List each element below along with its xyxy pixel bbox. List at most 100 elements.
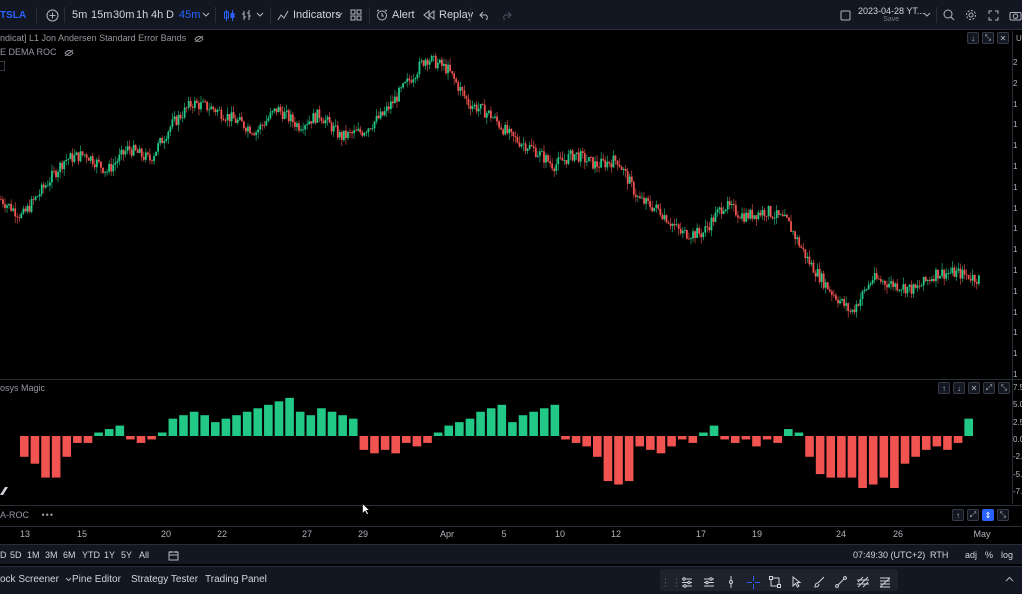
layout-square-icon[interactable] bbox=[838, 0, 852, 30]
chevron-down-icon[interactable] bbox=[334, 0, 344, 30]
candle bbox=[592, 156, 594, 170]
pane-down-button[interactable]: ↓ bbox=[953, 382, 965, 394]
candle bbox=[242, 120, 245, 131]
pitchfork-icon[interactable] bbox=[854, 573, 872, 591]
pane-collapse-button[interactable]: ⤡ bbox=[998, 382, 1010, 394]
interval-4h[interactable]: 4h bbox=[151, 0, 163, 30]
fullscreen-icon[interactable] bbox=[986, 0, 1000, 30]
symbol-search[interactable]: TSLA bbox=[0, 0, 26, 30]
drag-handle-icon[interactable]: ⋮⋮ bbox=[660, 576, 682, 589]
tab-pine-editor[interactable]: Pine Editor bbox=[72, 567, 121, 591]
candle bbox=[314, 111, 317, 125]
chevron-down-icon[interactable] bbox=[922, 0, 932, 30]
goto-date-icon[interactable] bbox=[166, 545, 180, 565]
camera-icon[interactable] bbox=[1008, 0, 1022, 30]
pane-down-button[interactable]: ↓ bbox=[967, 32, 979, 44]
pane-maximize-button[interactable]: ⤢ bbox=[967, 509, 979, 521]
bars-chart-type-icon[interactable] bbox=[238, 0, 254, 30]
layout-name-button[interactable]: 2023-04-28 YT... Save bbox=[858, 0, 924, 30]
tab-trading-panel[interactable]: Trading Panel bbox=[205, 567, 267, 591]
brush-icon[interactable] bbox=[810, 573, 828, 591]
candle bbox=[792, 230, 794, 236]
range-button-6m[interactable]: 6M bbox=[63, 550, 76, 560]
range-button-d[interactable]: D bbox=[0, 550, 7, 560]
percent-toggle[interactable]: % bbox=[985, 545, 993, 565]
session-button[interactable]: RTH bbox=[930, 545, 948, 565]
eye-hidden-icon[interactable] bbox=[194, 35, 204, 43]
fib-retracement-icon[interactable] bbox=[876, 573, 894, 591]
interval-d[interactable]: D bbox=[166, 0, 174, 30]
histogram-bar bbox=[136, 436, 146, 443]
range-button-5y[interactable]: 5Y bbox=[121, 550, 133, 560]
trend-line-icon[interactable] bbox=[832, 573, 850, 591]
candles-chart-type-icon[interactable] bbox=[221, 0, 237, 30]
cursor-arrow-icon[interactable] bbox=[788, 573, 806, 591]
main-price-axis[interactable]: U bbox=[1012, 31, 1022, 379]
pane-restore-button[interactable]: ⇕ bbox=[982, 509, 994, 521]
tab-label: Pine Editor bbox=[72, 573, 121, 585]
range-button-all[interactable]: All bbox=[139, 550, 150, 560]
gear-icon[interactable] bbox=[964, 0, 978, 30]
range-button-5d[interactable]: 5D bbox=[10, 550, 22, 560]
legend-collapse-toggle[interactable] bbox=[0, 61, 5, 71]
pane-separator[interactable] bbox=[0, 379, 1022, 380]
adj-toggle[interactable]: adj bbox=[965, 545, 977, 565]
interval-15m[interactable]: 15m bbox=[91, 0, 112, 30]
pane-collapse-button[interactable]: ⤡ bbox=[997, 509, 1009, 521]
tab-stock-screener[interactable]: ock Screener bbox=[0, 567, 72, 591]
indicators-button[interactable]: Indicators bbox=[277, 0, 341, 30]
layout-templates-icon[interactable] bbox=[349, 0, 363, 30]
oscillator-price-axis[interactable] bbox=[1012, 380, 1022, 504]
vertical-line-icon[interactable] bbox=[722, 573, 740, 591]
interval-45m[interactable]: 45m bbox=[179, 0, 200, 30]
indicator-settings-icon[interactable] bbox=[700, 573, 718, 591]
log-toggle[interactable]: log bbox=[1001, 545, 1013, 565]
crosshair-icon[interactable] bbox=[744, 573, 762, 591]
compare-add-icon[interactable] bbox=[44, 0, 60, 30]
candle bbox=[730, 200, 733, 209]
histogram-bar bbox=[51, 436, 61, 478]
candle bbox=[804, 249, 807, 264]
more-options-icon[interactable]: ••• bbox=[41, 510, 54, 520]
search-icon[interactable] bbox=[942, 0, 956, 30]
candle bbox=[34, 195, 37, 202]
pane-up-button[interactable]: ↑ bbox=[938, 382, 950, 394]
tab-strategy-tester[interactable]: Strategy Tester bbox=[131, 567, 198, 591]
interval-1h[interactable]: 1h bbox=[136, 0, 148, 30]
histogram-bar bbox=[815, 436, 825, 475]
replay-button[interactable]: Replay bbox=[423, 0, 473, 30]
oscillator-chart[interactable] bbox=[0, 380, 1012, 504]
redo-icon[interactable] bbox=[500, 0, 512, 30]
candle bbox=[191, 103, 194, 114]
rectangle-select-icon[interactable] bbox=[766, 573, 784, 591]
interval-label: D bbox=[166, 9, 174, 21]
chevron-down-icon[interactable] bbox=[200, 0, 212, 30]
candle bbox=[485, 111, 488, 125]
main-price-chart[interactable] bbox=[0, 31, 1012, 379]
undo-icon[interactable] bbox=[478, 0, 490, 30]
pane-separator[interactable] bbox=[0, 505, 1022, 506]
candle bbox=[536, 151, 539, 158]
range-button-1m[interactable]: 1M bbox=[27, 550, 40, 560]
pane-minimize-button[interactable]: ⤡ bbox=[982, 32, 994, 44]
clock-timezone-button[interactable]: 07:49:30 (UTC+2) bbox=[853, 545, 925, 565]
pane-maximize-button[interactable]: ⤢ bbox=[983, 382, 995, 394]
range-button-3m[interactable]: 3M bbox=[45, 550, 58, 560]
object-tree-icon[interactable] bbox=[678, 573, 696, 591]
pane-up-button[interactable]: ↑ bbox=[952, 509, 964, 521]
range-button-1y[interactable]: 1Y bbox=[104, 550, 116, 560]
pane-close-button[interactable]: ✕ bbox=[997, 32, 1009, 44]
mouse-cursor-icon bbox=[362, 502, 371, 515]
chevron-down-icon[interactable] bbox=[254, 0, 266, 30]
candle bbox=[849, 308, 852, 315]
interval-5m[interactable]: 5m bbox=[72, 0, 87, 30]
pane-close-button[interactable]: ✕ bbox=[968, 382, 980, 394]
range-button-ytd[interactable]: YTD bbox=[82, 550, 100, 560]
interval-30m[interactable]: 30m bbox=[113, 0, 134, 30]
alert-button[interactable]: Alert bbox=[376, 0, 415, 30]
chevron-up-icon[interactable] bbox=[1002, 567, 1016, 591]
osc-axis-label: 0.0 bbox=[1013, 434, 1022, 444]
eye-hidden-icon[interactable] bbox=[64, 49, 74, 57]
bottom-panel-bar: ock Screener Pine Editor Strategy Tester… bbox=[0, 566, 1022, 594]
time-axis[interactable]: 13 15 20 22 27 29 Apr 5 10 12 17 19 24 26 May bbox=[0, 526, 1022, 542]
